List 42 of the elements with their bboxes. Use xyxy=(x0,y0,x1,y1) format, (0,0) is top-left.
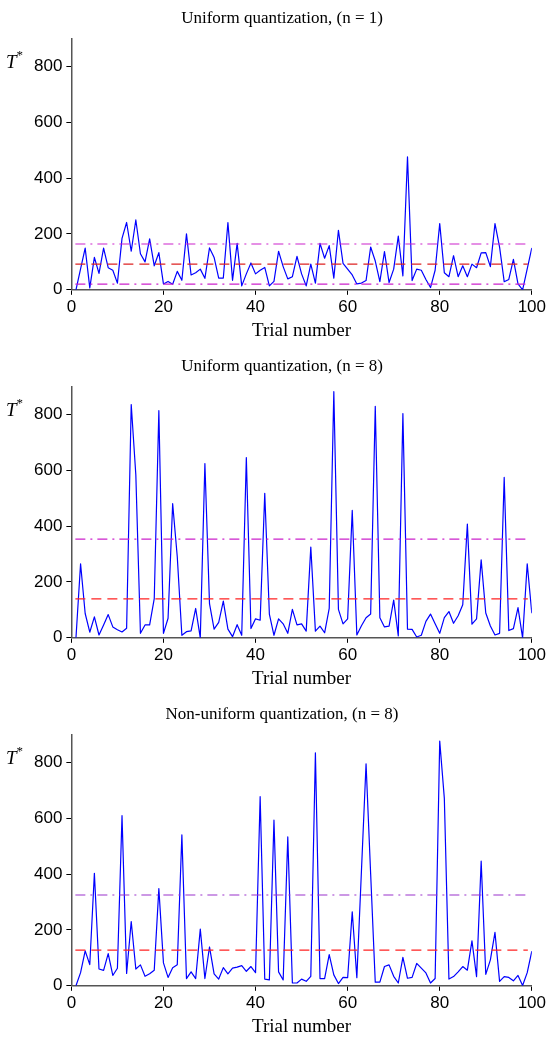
x-tick-label: 20 xyxy=(153,644,173,664)
x-tick-label: 60 xyxy=(338,992,358,1012)
x-tick-label: 40 xyxy=(246,644,266,664)
x-tick-label: 20 xyxy=(153,992,173,1012)
y-tick-label: 600 xyxy=(33,807,63,827)
y-tick-label: 200 xyxy=(33,223,63,243)
x-tick-label: 80 xyxy=(430,296,450,316)
y-tick-label: 400 xyxy=(33,515,63,535)
y-tick-label: 0 xyxy=(52,975,63,995)
y-tick-label: 600 xyxy=(33,111,63,131)
x-axis-title: Trial number xyxy=(252,1014,352,1036)
x-tick-label: 40 xyxy=(246,296,266,316)
y-tick-label: 400 xyxy=(33,863,63,883)
y-tick-label: 600 xyxy=(33,459,63,479)
y-axis-title: T* xyxy=(6,743,24,769)
chart-title: Uniform quantization, (n = 8) xyxy=(181,355,383,375)
y-tick-label: 0 xyxy=(52,279,63,299)
x-axis-title: Trial number xyxy=(252,318,352,340)
x-tick-label: 100 xyxy=(517,296,547,316)
x-tick-label: 20 xyxy=(153,296,173,316)
x-tick-label: 0 xyxy=(66,992,77,1012)
x-tick-label: 100 xyxy=(517,992,547,1012)
x-tick-label: 40 xyxy=(246,992,266,1012)
x-tick-label: 100 xyxy=(517,644,547,664)
chart-title: Uniform quantization, (n = 1) xyxy=(181,7,383,27)
y-tick-label: 200 xyxy=(33,571,63,591)
x-tick-label: 0 xyxy=(66,644,77,664)
y-axis-title: T* xyxy=(6,47,24,73)
y-tick-label: 800 xyxy=(33,404,63,424)
y-tick-label: 800 xyxy=(33,56,63,76)
y-tick-label: 400 xyxy=(33,167,63,187)
x-tick-label: 0 xyxy=(66,296,77,316)
x-tick-label: 80 xyxy=(430,992,450,1012)
y-tick-label: 0 xyxy=(52,627,63,647)
y-axis-title: T* xyxy=(6,395,24,421)
x-tick-label: 60 xyxy=(338,644,358,664)
x-tick-label: 60 xyxy=(338,296,358,316)
chart-title: Non-uniform quantization, (n = 8) xyxy=(165,703,399,723)
y-tick-label: 200 xyxy=(33,919,63,939)
x-axis-title: Trial number xyxy=(252,666,352,688)
x-tick-label: 80 xyxy=(430,644,450,664)
y-tick-label: 800 xyxy=(33,752,63,772)
